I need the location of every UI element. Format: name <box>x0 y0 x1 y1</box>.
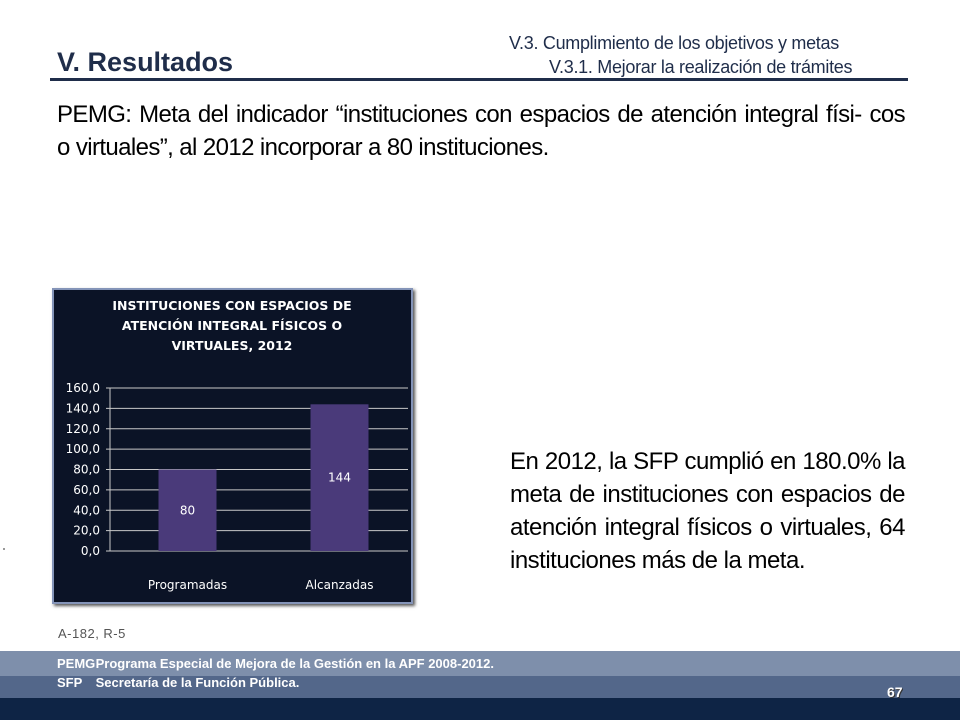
footer-band-dark <box>0 698 960 720</box>
chart-title-line: VIRTUALES, 2012 <box>172 338 293 353</box>
page-number-shadow: 67 <box>888 685 904 701</box>
header-divider <box>50 78 908 81</box>
chart-svg: INSTITUCIONES CON ESPACIOS DE ATENCIÓN IN… <box>66 298 408 592</box>
bar-programadas <box>158 469 217 551</box>
data-label: 144 <box>328 471 351 485</box>
category-label: Programadas <box>148 578 227 592</box>
y-tick-label: 20,0 <box>73 524 100 538</box>
y-tick-label: 140,0 <box>66 401 100 415</box>
y-tick-label: 160,0 <box>66 381 100 395</box>
y-tick-label: 60,0 <box>73 483 100 497</box>
section-title: V. Resultados <box>57 47 234 77</box>
bar-alcanzadas <box>310 404 369 551</box>
intro-text: PEMG: Meta del indicador “instituciones … <box>57 101 906 161</box>
summary-text: En 2012, la SFP cumplió en 180.0% la met… <box>510 448 906 574</box>
footer-band-mid <box>0 676 960 698</box>
y-tick-label: 40,0 <box>73 503 100 517</box>
category-label: Alcanzadas <box>306 578 374 592</box>
y-tick-label: 80,0 <box>73 463 100 477</box>
footer-definition: Programa Especial de Mejora de la Gestió… <box>95 656 494 671</box>
data-label: 80 <box>180 503 195 517</box>
y-tick-label: 120,0 <box>66 422 100 436</box>
footer-abbr: SFP <box>57 675 83 690</box>
footer-row-pemg: PEMG Programa Especial de Mejora de la G… <box>57 656 494 671</box>
footer-definition: Secretaría de la Función Pública. <box>95 675 300 690</box>
footer-row-sfp: SFP Secretaría de la Función Pública. <box>57 675 299 690</box>
page-number: 67 <box>887 684 903 700</box>
y-tick-label: 100,0 <box>66 442 100 456</box>
bar-chart: INSTITUCIONES CON ESPACIOS DE ATENCIÓN IN… <box>52 288 413 604</box>
subsection-title: V.3. Cumplimiento de los objetivos y met… <box>509 33 839 53</box>
reference-code: A-182, R-5 <box>58 626 126 641</box>
footer-abbr: PEMG <box>57 656 96 671</box>
chart-title-line: ATENCIÓN INTEGRAL FÍSICOS O <box>122 318 342 333</box>
sub-subsection-title: V.3.1. Mejorar la realización de trámite… <box>549 57 853 77</box>
chart-title-line: INSTITUCIONES CON ESPACIOS DE <box>112 298 351 313</box>
y-tick-label: 0,0 <box>81 544 100 558</box>
footer-band-light <box>0 651 960 676</box>
stray-dot <box>3 548 5 550</box>
